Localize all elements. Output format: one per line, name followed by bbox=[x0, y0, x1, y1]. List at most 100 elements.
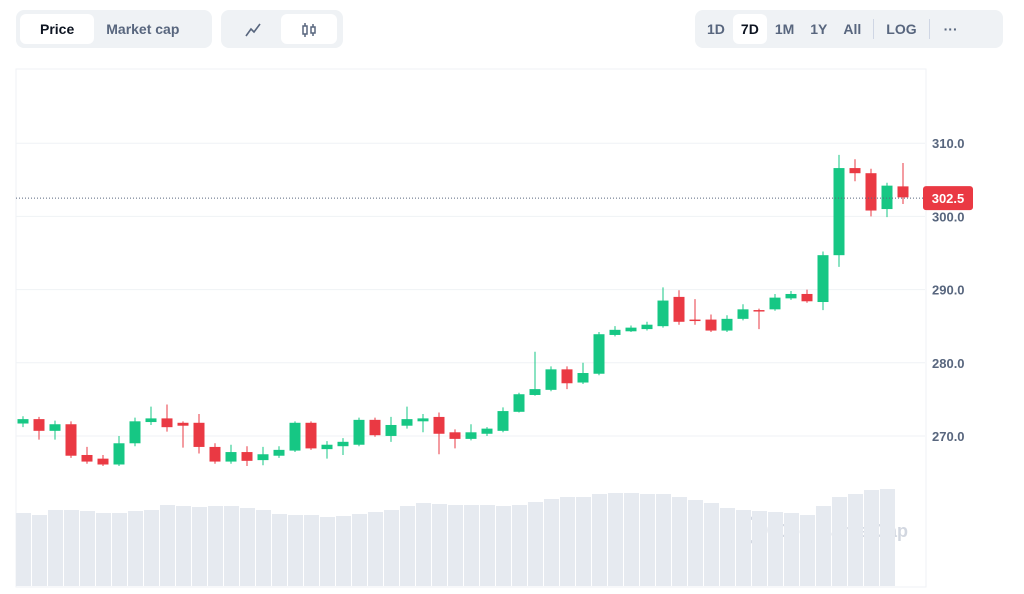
candle-body bbox=[321, 444, 333, 450]
volume-bar bbox=[32, 515, 47, 586]
candle-body bbox=[49, 424, 61, 431]
candle-body bbox=[449, 432, 461, 439]
volume-bar bbox=[384, 510, 399, 586]
volume-bar bbox=[144, 510, 159, 586]
y-tick-label: 300.0 bbox=[932, 209, 965, 224]
line-icon bbox=[245, 23, 261, 37]
candle-body bbox=[785, 293, 797, 299]
volume-bar bbox=[240, 508, 255, 586]
candle-body bbox=[561, 369, 573, 384]
volume-bar bbox=[768, 512, 783, 586]
volume-bar bbox=[416, 503, 431, 586]
y-tick-label: 290.0 bbox=[932, 283, 965, 298]
candle-body bbox=[161, 418, 173, 428]
volume-bar bbox=[832, 497, 847, 586]
volume-bar bbox=[352, 514, 367, 586]
volume-bar bbox=[544, 499, 559, 586]
candle-body bbox=[385, 424, 397, 436]
candle-body bbox=[721, 318, 733, 331]
volume-bar bbox=[848, 494, 863, 586]
separator bbox=[873, 19, 875, 39]
candle-body bbox=[145, 418, 157, 423]
more-button[interactable]: ··· bbox=[943, 21, 958, 37]
candle-body bbox=[337, 441, 349, 447]
range-1d[interactable]: 1D bbox=[707, 21, 725, 37]
candle-body bbox=[897, 186, 909, 198]
candle-icon bbox=[302, 23, 316, 38]
log-button[interactable]: LOG bbox=[886, 21, 917, 37]
candle-chart-button[interactable] bbox=[281, 14, 337, 44]
candle-body bbox=[657, 300, 669, 327]
volume-bar bbox=[448, 505, 463, 586]
y-tick-label: 270.0 bbox=[932, 429, 965, 444]
watermark: CoinMarketCap bbox=[740, 516, 908, 544]
volume-bar bbox=[624, 493, 639, 586]
volume-bar bbox=[368, 512, 383, 586]
candle-body bbox=[97, 458, 109, 465]
volume-bar bbox=[16, 513, 31, 586]
volume-bar bbox=[608, 493, 623, 586]
volume-bar bbox=[224, 506, 239, 586]
volume-bar bbox=[80, 511, 95, 586]
range-7d[interactable]: 7D bbox=[732, 14, 767, 44]
candle-body bbox=[705, 319, 717, 331]
volume-bar bbox=[288, 515, 303, 586]
candle-body bbox=[65, 424, 77, 456]
candle-body bbox=[305, 422, 317, 449]
volume-bar bbox=[432, 504, 447, 586]
candle-body bbox=[225, 452, 237, 462]
volume-bar bbox=[880, 489, 895, 586]
range-1m[interactable]: 1M bbox=[774, 21, 795, 37]
candle-body bbox=[433, 416, 445, 434]
last-price-badge bbox=[923, 186, 973, 211]
volume-bar bbox=[160, 505, 175, 586]
volume-bar bbox=[800, 515, 815, 586]
market-cap-tab[interactable]: Market cap bbox=[106, 21, 180, 37]
y-tick-label: 310.0 bbox=[932, 136, 965, 151]
candle-body bbox=[113, 443, 125, 465]
candle-body bbox=[593, 334, 605, 374]
volume-bar bbox=[400, 506, 415, 586]
candle-body bbox=[17, 419, 29, 424]
candle-body bbox=[465, 432, 477, 439]
volume-bar bbox=[560, 497, 575, 586]
volume-bar bbox=[816, 506, 831, 586]
candle-body bbox=[769, 297, 781, 310]
volume-bar bbox=[48, 510, 63, 586]
candle-body bbox=[193, 422, 205, 447]
volume-bar bbox=[208, 506, 223, 586]
candle-body bbox=[353, 419, 365, 445]
volume-bar bbox=[720, 508, 735, 586]
volume-bar bbox=[112, 513, 127, 586]
candle-body bbox=[817, 255, 829, 303]
candle-body bbox=[529, 389, 541, 395]
candle-body bbox=[177, 422, 189, 426]
view-toggle: Price Market cap bbox=[16, 10, 212, 48]
candle-body bbox=[257, 454, 269, 461]
candle-body bbox=[513, 394, 525, 412]
volume-bar bbox=[576, 497, 591, 586]
candle-body bbox=[689, 319, 701, 322]
range-all[interactable]: All bbox=[843, 21, 862, 37]
candle-body bbox=[801, 293, 813, 302]
volume-bar bbox=[304, 515, 319, 586]
watermark-text: CoinMarketCap bbox=[776, 521, 908, 541]
candle-body bbox=[753, 310, 765, 312]
volume-bar bbox=[704, 503, 719, 586]
candle-body bbox=[369, 419, 381, 436]
volume-bar bbox=[192, 507, 207, 586]
candle-body bbox=[865, 173, 877, 211]
volume-bar bbox=[592, 494, 607, 586]
last-price-label: 302.5 bbox=[932, 191, 965, 206]
candle-body bbox=[545, 369, 557, 390]
range-1y[interactable]: 1Y bbox=[810, 21, 828, 37]
candle-body bbox=[609, 329, 621, 335]
volume-bar bbox=[480, 505, 495, 586]
price-tab[interactable]: Price bbox=[20, 14, 95, 44]
volume-bar bbox=[640, 494, 655, 586]
line-chart-button[interactable] bbox=[225, 14, 281, 44]
candle-body bbox=[881, 185, 893, 210]
candle-body bbox=[33, 419, 45, 431]
